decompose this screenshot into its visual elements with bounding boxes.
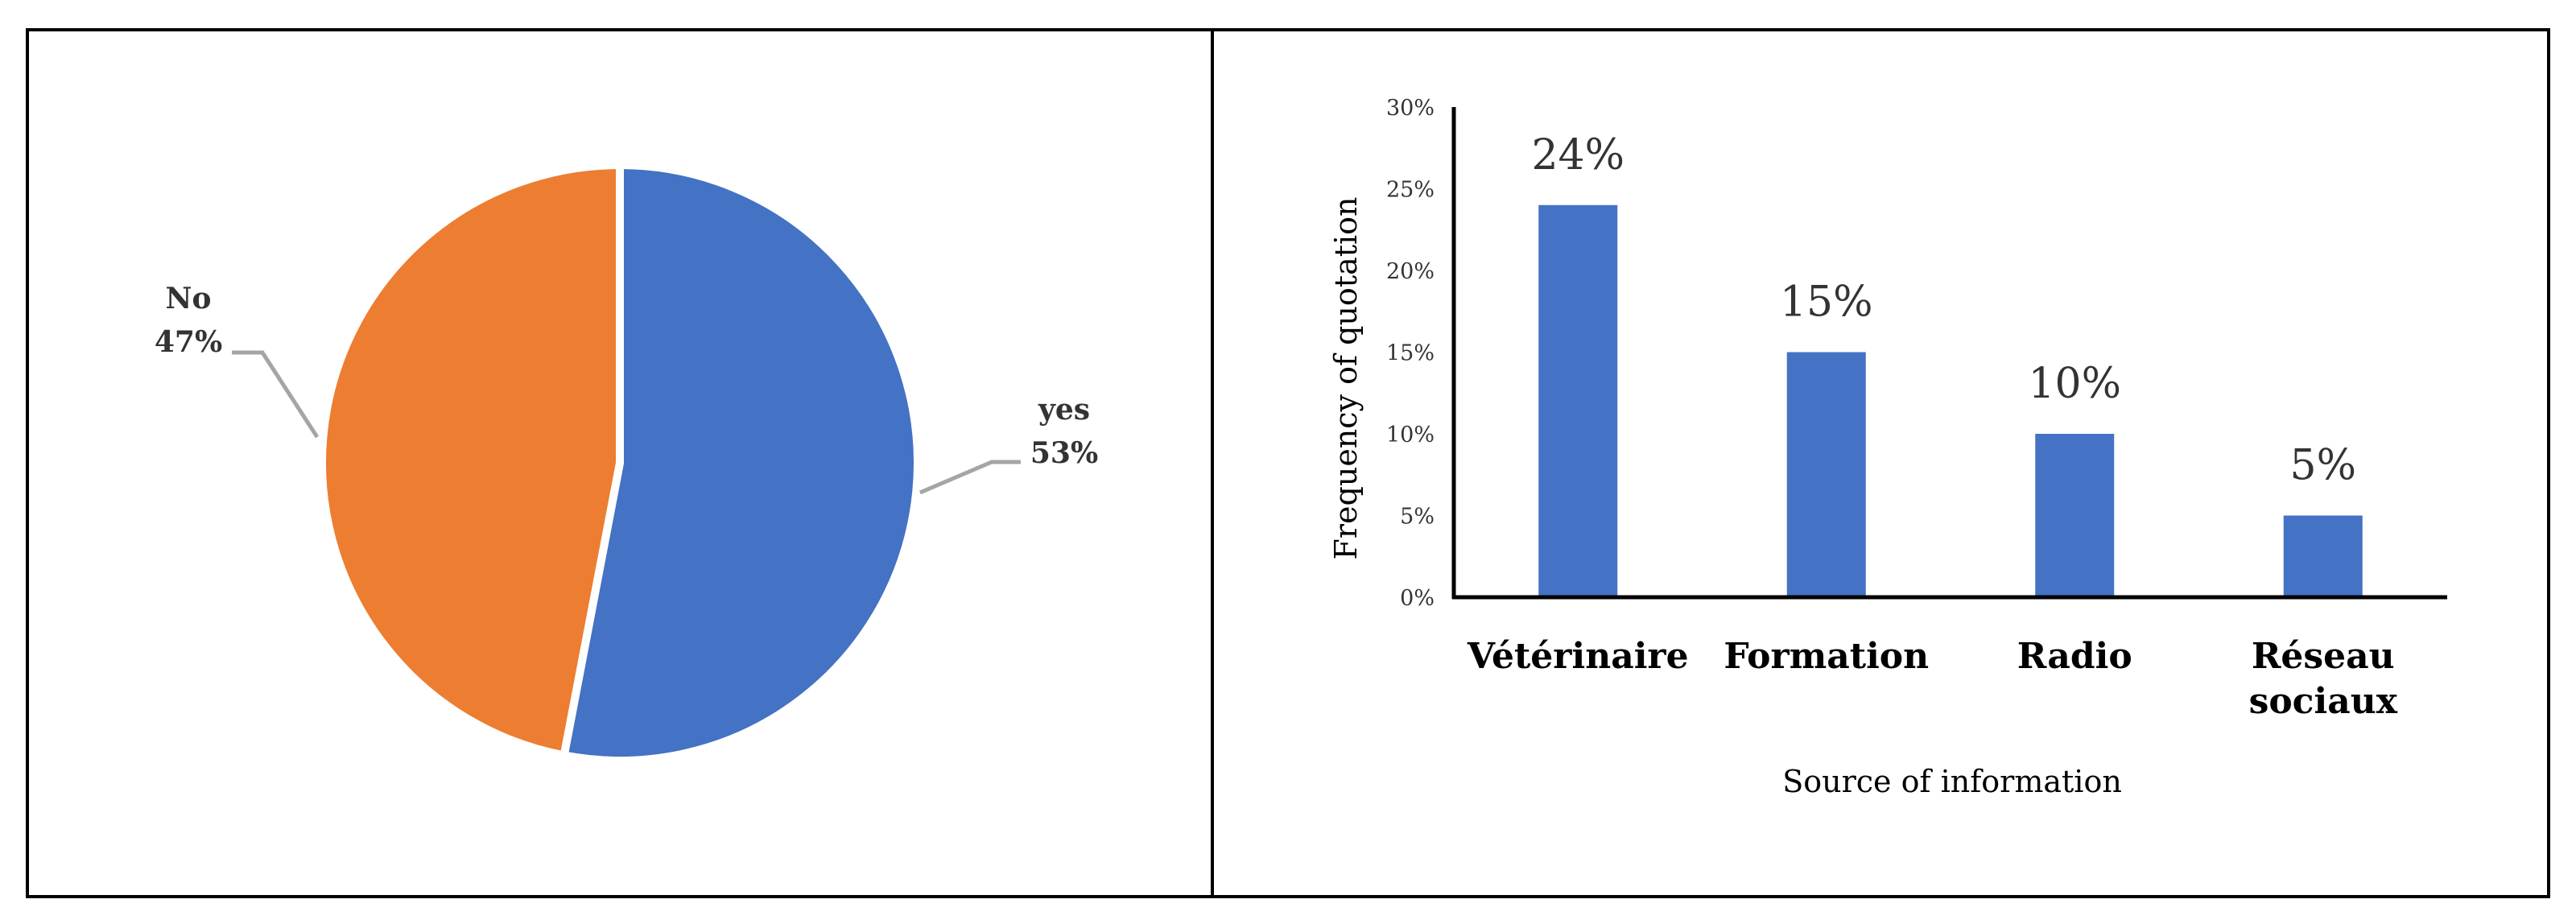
pie-leader-line-yes	[919, 460, 1021, 495]
y-tick-label: 20%	[1386, 259, 1435, 284]
pie-label-yes: yes	[1038, 393, 1090, 427]
x-tick-label: Réseau sociaux	[2249, 636, 2398, 722]
pie-value-yes: 53%	[1030, 436, 1098, 470]
x-axis-ticks: Vétérinaire Formation Radio Réseau sociaux	[1467, 636, 2398, 722]
bars: 24% 15% 10% 5%	[1531, 131, 2363, 598]
bar-1	[1538, 204, 1618, 598]
bar-4	[2283, 515, 2363, 597]
pie-label-no: No	[166, 282, 212, 316]
y-axis-label: Frequency of quotation	[1328, 196, 1364, 559]
pie-slice-yes	[559, 160, 922, 765]
pie-leader-line-no	[232, 350, 320, 439]
bar-panel-frame	[1211, 28, 2550, 898]
x-tick-label: Vétérinaire	[1467, 636, 1689, 677]
y-tick-label: 0%	[1400, 586, 1435, 611]
bar-data-label: 5%	[2290, 442, 2357, 490]
y-tick-label: 15%	[1386, 341, 1435, 366]
pie-value-no: 47%	[155, 325, 222, 359]
x-tick-label: Radio	[2017, 636, 2132, 677]
y-tick-label: 25%	[1386, 178, 1435, 203]
bar-3	[2035, 434, 2115, 597]
y-tick-label: 10%	[1386, 423, 1435, 448]
x-tick-label: Formation	[1724, 636, 1929, 677]
bar-data-label: 10%	[2028, 360, 2121, 408]
bar-data-label: 15%	[1780, 278, 1873, 327]
x-axis-label: Source of information	[1782, 764, 2122, 799]
y-axis-ticks: 0% 5% 10% 15% 20% 25% 30%	[1386, 96, 1435, 611]
bar-chart: 0% 5% 10% 15% 20% 25% 30% 24% 15% 10% 5% Vétérina…	[1328, 96, 2447, 799]
y-tick-label: 30%	[1386, 96, 1435, 121]
pie-slice-no	[318, 160, 624, 761]
bar-2	[1786, 352, 1866, 597]
y-tick-label: 5%	[1400, 505, 1435, 530]
bar-data-label: 24%	[1531, 131, 1624, 179]
pie-chart: yes 53% No 47%	[155, 160, 1098, 765]
